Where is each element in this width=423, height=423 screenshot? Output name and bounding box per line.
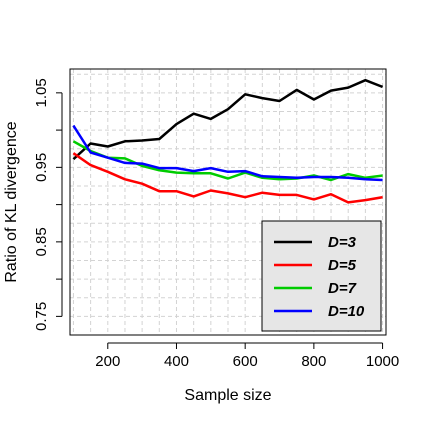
y-tick-label: 0.95	[33, 153, 50, 182]
x-tick-label: 1000	[366, 353, 399, 370]
y-tick-label: 0.75	[33, 302, 50, 331]
legend: D=3 D=5 D=7 D=10	[261, 220, 382, 332]
x-axis-label: Sample size	[184, 387, 271, 404]
series-line-d-5	[72, 152, 383, 204]
legend-label: D=10	[328, 303, 365, 320]
series-lines	[72, 78, 384, 204]
x-tick-label: 400	[164, 353, 189, 370]
legend-box	[261, 220, 382, 332]
legend-label: D=5	[328, 257, 357, 274]
x-tick-label: 200	[95, 353, 120, 370]
series-line-d-7	[72, 140, 383, 182]
x-tick-label: 800	[301, 353, 326, 370]
y-axis-label: Ratio of KL divergence	[3, 121, 20, 282]
axes: 200 400 600 800 1000 0.75 0.85 0.95 1.05	[33, 78, 399, 370]
y-tick-label: 0.85	[33, 227, 50, 256]
series-line-d-10	[72, 124, 383, 182]
legend-label: D=3	[328, 234, 357, 251]
plot-frame	[69, 68, 387, 336]
y-tick-label: 1.05	[33, 78, 50, 107]
legend-label: D=7	[328, 280, 357, 297]
series-line-d-3	[72, 78, 384, 161]
x-tick-label: 600	[233, 353, 258, 370]
